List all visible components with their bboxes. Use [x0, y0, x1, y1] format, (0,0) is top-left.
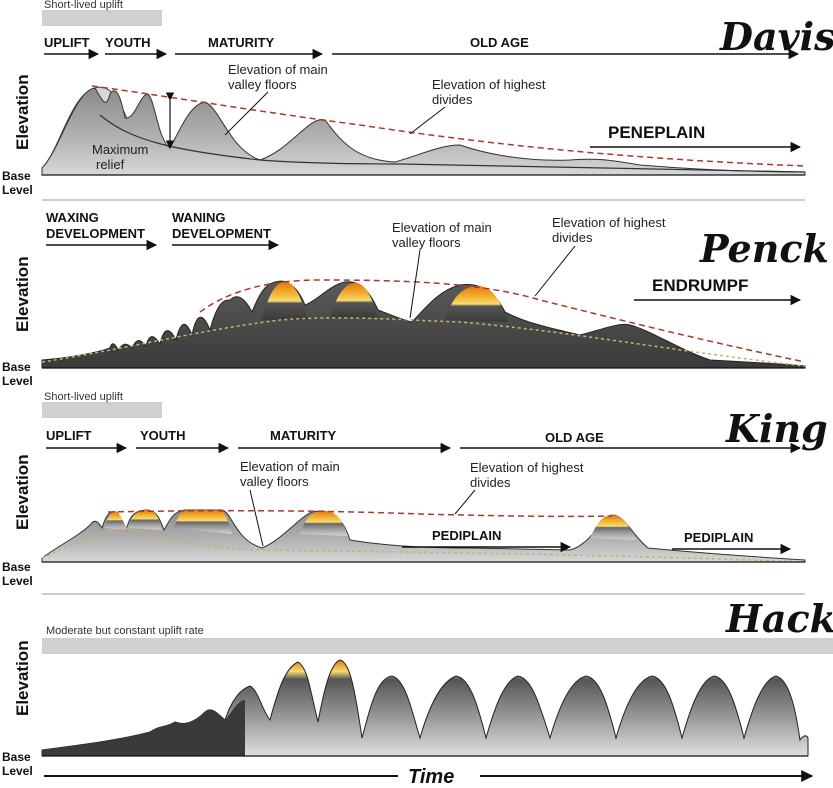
hack-title: Hack: [725, 596, 833, 641]
king-valley-leader: [249, 489, 264, 547]
king-hot-peak-4: [300, 510, 348, 536]
king-panel: Short-lived uplift UPLIFT YOUTH MATURITY…: [2, 391, 828, 588]
penck-hot-peak-3: [445, 286, 508, 322]
davis-panel: Short-lived uplift UPLIFT YOUTH MATURITY…: [2, 0, 833, 197]
king-stage-maturity: MATURITY: [270, 428, 337, 443]
hack-lowland-dark: [42, 700, 245, 756]
penck-divide-label-1: Elevation of highest: [552, 215, 666, 230]
penck-elevation-label: Elevation: [13, 256, 32, 332]
king-hot-peak-2: [128, 510, 162, 530]
penck-divide-leader: [534, 245, 576, 297]
king-divide-label-1: Elevation of highest: [470, 460, 584, 475]
king-valley-label-1: Elevation of main: [240, 459, 340, 474]
king-valley-label-2: valley floors: [240, 474, 309, 489]
penck-divides-dashed-line: [199, 279, 806, 363]
penck-panel: WAXING DEVELOPMENT WANING DEVELOPMENT Pe…: [2, 199, 829, 388]
davis-peneplain-label: PENEPLAIN: [608, 123, 705, 142]
penck-base-label: Base: [2, 360, 31, 374]
davis-stage-uplift: UPLIFT: [44, 35, 90, 50]
davis-uplift-bar-label: Short-lived uplift: [44, 0, 123, 11]
penck-valley-label-2: valley floors: [392, 235, 461, 250]
hack-base-label: Base: [2, 750, 31, 764]
king-valley-floor-line: [41, 527, 806, 563]
davis-uplift-bar: [42, 10, 162, 26]
hack-level-label: Level: [2, 764, 33, 778]
king-pediplain-label-2: PEDIPLAIN: [684, 530, 753, 545]
davis-relief-label-2: relief: [96, 157, 125, 172]
hack-uplift-bar-label: Moderate but constant uplift rate: [46, 625, 204, 637]
king-uplift-bar-label: Short-lived uplift: [44, 391, 123, 403]
king-divide-label-2: divides: [470, 475, 511, 490]
king-level-label: Level: [2, 574, 33, 588]
davis-elevation-label: Elevation: [13, 74, 32, 150]
penck-title: Penck: [699, 226, 829, 271]
davis-title: Davis: [719, 14, 833, 59]
time-label: Time: [408, 766, 454, 788]
penck-endrumpf-label: ENDRUMPF: [652, 276, 748, 295]
penck-valley-label-1: Elevation of main: [392, 220, 492, 235]
davis-divide-leader: [409, 106, 446, 135]
penck-valley-leader: [409, 249, 421, 319]
penck-hot-peak-1: [262, 282, 308, 320]
davis-relief-label-1: Maximum: [92, 142, 148, 157]
davis-stage-maturity: MATURITY: [208, 35, 275, 50]
king-base-label: Base: [2, 560, 31, 574]
hack-panel: Moderate but constant uplift rate Hack E…: [2, 593, 833, 778]
king-elevation-label: Elevation: [13, 454, 32, 530]
davis-stage-youth: YOUTH: [105, 35, 151, 50]
king-pediplain-label-1: PEDIPLAIN: [432, 528, 501, 543]
king-uplift-bar: [42, 402, 162, 418]
hack-elevation-label: Elevation: [13, 640, 32, 716]
penck-valley-floor-line: [41, 317, 806, 367]
king-stage-old-age: OLD AGE: [545, 430, 604, 445]
penck-hot-peak-2: [330, 283, 378, 318]
king-hot-peak-5: [590, 515, 636, 540]
king-hot-peak-1: [104, 511, 127, 530]
penck-stage1-line2: DEVELOPMENT: [46, 226, 145, 241]
davis-stage-old-age: OLD AGE: [470, 35, 529, 50]
davis-divide-label-1: Elevation of highest: [432, 77, 546, 92]
hack-uplift-bar: [42, 638, 833, 654]
davis-level-label: Level: [2, 183, 33, 197]
penck-stage1-line1: WAXING: [46, 210, 99, 225]
penck-level-label: Level: [2, 374, 33, 388]
king-divides-dashed-line: [107, 509, 613, 518]
king-hot-peak-3: [174, 510, 232, 534]
davis-divides-dashed-line: [91, 85, 806, 167]
davis-divide-label-2: divides: [432, 92, 473, 107]
king-title: King: [725, 406, 828, 451]
davis-valley-label-1: Elevation of main: [228, 62, 328, 77]
davis-base-label: Base: [2, 169, 31, 183]
penck-divide-label-2: divides: [552, 230, 593, 245]
time-axis: Time: [44, 766, 814, 788]
king-stage-uplift: UPLIFT: [46, 428, 92, 443]
davis-valley-leader: [224, 91, 269, 136]
king-divide-leader: [454, 489, 476, 515]
davis-valley-label-2: valley floors: [228, 77, 297, 92]
penck-stage2-line1: WANING: [172, 210, 225, 225]
king-stage-youth: YOUTH: [140, 428, 186, 443]
penck-stage2-line2: DEVELOPMENT: [172, 226, 271, 241]
